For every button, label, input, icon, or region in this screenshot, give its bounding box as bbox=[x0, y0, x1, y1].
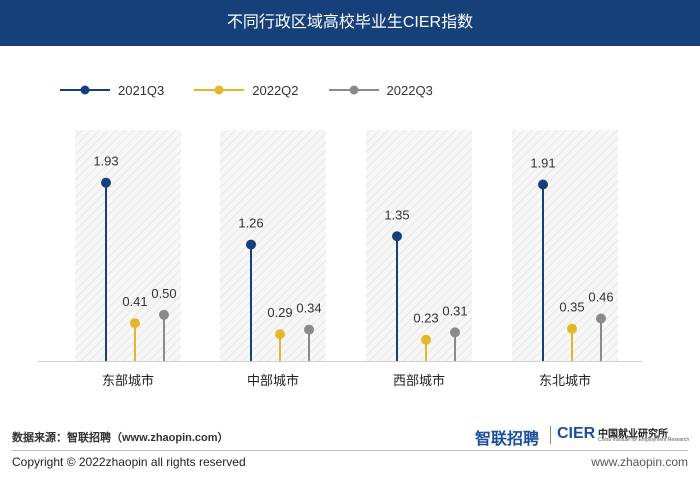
data-label: 0.35 bbox=[559, 300, 584, 315]
cier-logo-en: China Institute for Employment Research bbox=[598, 437, 690, 443]
category-panel bbox=[512, 130, 618, 361]
lollipop-point bbox=[246, 239, 256, 250]
data-label: 1.35 bbox=[384, 207, 409, 222]
legend-item-2021q3: 2021Q3 bbox=[60, 83, 164, 98]
legend-marker-2021q3 bbox=[60, 85, 110, 95]
category-panel bbox=[366, 130, 472, 361]
data-label: 0.31 bbox=[442, 303, 467, 318]
logo-divider bbox=[550, 426, 551, 444]
category-panel bbox=[75, 130, 181, 361]
lollipop-chart: 1.93 0.41 0.50 东部城市 1.26 0.29 0.34 中部城市 1.35 0.23… bbox=[38, 130, 642, 388]
cier-logo: CIER bbox=[557, 425, 596, 442]
legend-item-2022q2: 2022Q2 bbox=[194, 82, 299, 98]
lollipop-point bbox=[392, 231, 402, 242]
data-source: 数据来源：智联招聘（www.zhaopin.com） bbox=[12, 432, 229, 444]
data-label: 0.41 bbox=[122, 294, 147, 309]
legend-marker-2022q2 bbox=[194, 85, 245, 95]
legend-label-2022q2: 2022Q2 bbox=[252, 82, 299, 98]
data-label: 0.29 bbox=[267, 305, 292, 320]
legend: 2021Q3 2022Q2 2022Q3 bbox=[60, 80, 463, 100]
lollipop-point bbox=[421, 334, 431, 345]
lollipop-point bbox=[304, 324, 314, 335]
lollipop-point bbox=[450, 327, 460, 338]
category-panel bbox=[220, 130, 326, 361]
lollipop-point bbox=[596, 313, 606, 324]
category-label: 东部城市 bbox=[102, 373, 154, 388]
cier-logo-cn: 中国就业研究所 bbox=[598, 429, 668, 440]
data-label: 0.50 bbox=[151, 286, 176, 301]
legend-label-2022q3: 2022Q3 bbox=[386, 82, 433, 98]
legend-item-2022q3: 2022Q3 bbox=[328, 82, 433, 98]
zhaopin-logo: 智联招聘 bbox=[475, 431, 540, 448]
legend-label-2021q3: 2021Q3 bbox=[118, 82, 165, 98]
data-label: 0.23 bbox=[413, 311, 438, 326]
lollipop-point bbox=[275, 329, 285, 340]
data-label: 1.26 bbox=[238, 216, 263, 231]
data-label: 0.46 bbox=[588, 289, 613, 304]
data-label: 0.34 bbox=[296, 301, 321, 316]
lollipop-point bbox=[130, 318, 140, 329]
category-label: 西部城市 bbox=[393, 373, 445, 388]
data-label: 1.91 bbox=[530, 156, 555, 171]
lollipop-point bbox=[159, 309, 169, 320]
lollipop-point bbox=[567, 323, 577, 334]
category-label: 中部城市 bbox=[247, 373, 299, 388]
data-label: 1.93 bbox=[93, 154, 118, 169]
chart-title: 不同行政区域高校毕业生CIER指数 bbox=[0, 0, 700, 46]
copyright: Copyright © 2022zhaopin all rights reser… bbox=[12, 455, 246, 469]
lollipop-point bbox=[538, 179, 548, 190]
category-label: 东北城市 bbox=[539, 373, 591, 388]
lollipop-point bbox=[101, 177, 111, 188]
legend-marker-2022q3 bbox=[328, 85, 379, 95]
website-link[interactable]: www.zhaopin.com bbox=[591, 455, 688, 469]
footer-divider bbox=[12, 450, 688, 451]
